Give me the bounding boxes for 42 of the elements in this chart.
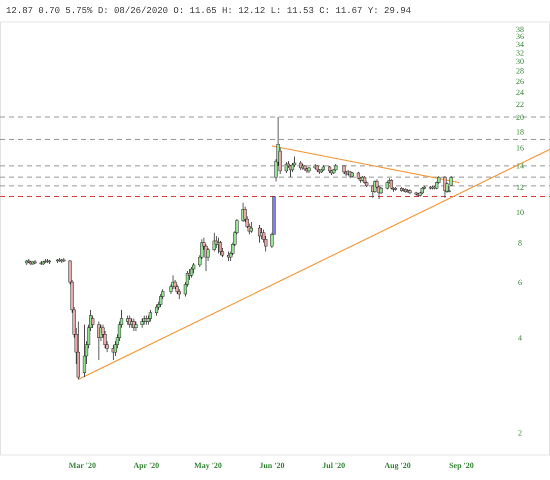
y-tick-label: 12 — [516, 182, 524, 192]
candlestick — [443, 176, 447, 198]
candlestick — [342, 164, 346, 174]
y-tick-label: 26 — [516, 76, 524, 86]
y-tick-label: 28 — [516, 66, 524, 76]
candlestick — [134, 321, 138, 332]
x-tick-label: Sep '20 — [449, 461, 474, 470]
y-tick-label: 22 — [516, 100, 524, 109]
candlestick — [218, 240, 222, 256]
candlestick — [82, 324, 86, 378]
y-tick-label: 24 — [516, 88, 524, 97]
y-tick-label: 20 — [516, 112, 524, 122]
chart-title: 12.87 0.70 5.75% D: 08/26/2020 O: 11.65 H: 12.12 L: 11.53 C: 11.67 Y: 29.94 — [6, 6, 412, 16]
y-tick-label: 6 — [518, 278, 522, 287]
y-tick-label: 18 — [516, 127, 524, 136]
y-tick-label: 30 — [516, 57, 524, 66]
y-tick-label: 10 — [516, 208, 524, 217]
x-tick-label: Apr '20 — [133, 461, 160, 470]
candlestick — [154, 304, 158, 316]
y-tick-label: 32 — [516, 48, 524, 58]
candlestick — [190, 266, 194, 278]
candlestick — [192, 262, 196, 274]
candlestick — [173, 279, 177, 290]
y-tick-label: 4 — [518, 333, 522, 342]
x-tick-label: Aug '20 — [384, 461, 411, 470]
x-tick-label: May '20 — [194, 461, 222, 470]
y-tick-label: 2 — [518, 428, 522, 438]
x-tick-label: Jun '20 — [259, 461, 284, 470]
y-tick-label: 38 — [516, 24, 524, 34]
candlestick — [250, 222, 253, 234]
candlestick — [91, 315, 94, 328]
x-tick-label: Jul '20 — [322, 461, 346, 470]
y-tick-label: 14 — [516, 162, 524, 171]
candlestick — [140, 318, 144, 328]
y-tick-label: 34 — [516, 40, 524, 50]
y-tick-label: 8 — [518, 238, 522, 248]
y-tick-label: 36 — [516, 32, 524, 42]
x-tick-label: Mar '20 — [68, 461, 96, 470]
candlestick — [178, 288, 181, 300]
y-tick-label: 16 — [516, 143, 524, 152]
candlestick — [212, 232, 216, 252]
candlestick — [148, 309, 152, 322]
